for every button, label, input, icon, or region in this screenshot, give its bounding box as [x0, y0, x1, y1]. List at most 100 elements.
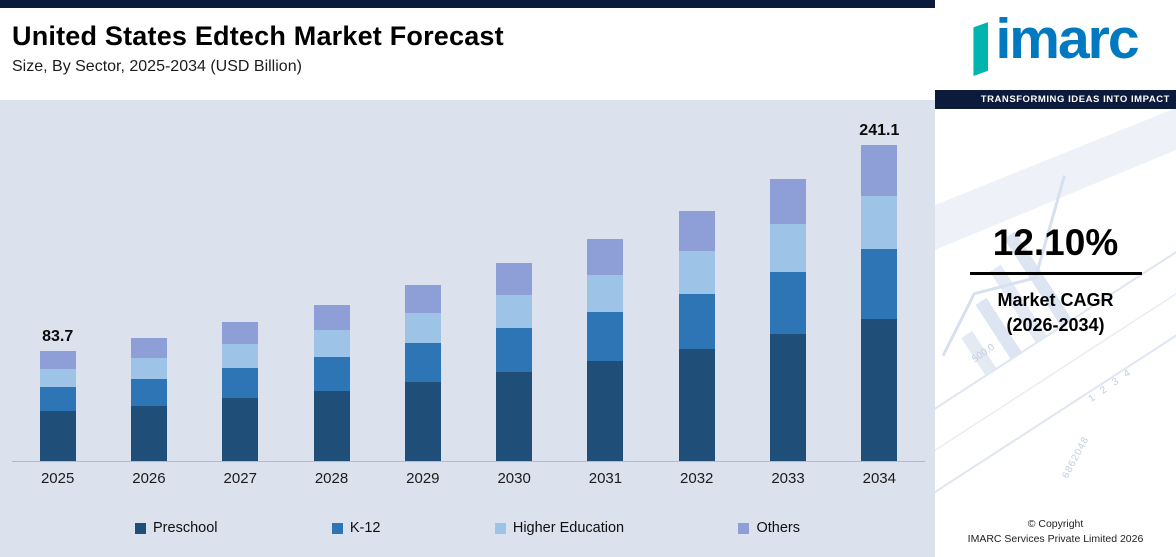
bar-segment-higher-education	[222, 344, 259, 368]
x-axis-label: 2031	[588, 470, 623, 487]
x-axis-label: 2029	[406, 470, 440, 487]
legend-item-preschool: Preschool	[135, 520, 217, 536]
chart-panel: United States Edtech Market Forecast Siz…	[0, 0, 935, 557]
x-axis-label: 2025	[40, 470, 75, 487]
bar-segment-preschool	[39, 411, 76, 461]
x-axis-label: 2033	[771, 470, 805, 487]
bar-segment-others	[313, 305, 350, 331]
legend-swatch-icon	[135, 522, 146, 534]
stacked-bar	[587, 239, 624, 461]
bar-segment-higher-education	[770, 224, 807, 272]
chart-title: United States Edtech Market Forecast	[12, 21, 504, 51]
chart-header: United States Edtech Market Forecast Siz…	[0, 8, 935, 100]
legend-label: K-12	[349, 520, 381, 536]
sidebar: 500.0 1 2 3 4 6862048 imarc TRANSFORMING…	[935, 0, 1176, 557]
stacked-bar	[496, 263, 533, 461]
imarc-logo: imarc	[935, 7, 1176, 76]
bar-column: 2032	[651, 114, 742, 487]
bar-segment-others	[222, 322, 259, 345]
x-axis-label: 2032	[680, 470, 714, 487]
bar-segment-k-12	[404, 343, 441, 382]
legend-swatch-icon	[331, 522, 343, 534]
cagr-value: 12.10%	[992, 222, 1119, 263]
bar-segment-others	[404, 285, 441, 314]
bar-column: 2033	[742, 114, 833, 487]
bar-segment-others	[39, 351, 76, 369]
bar-segment-higher-education	[313, 330, 350, 357]
bar-segment-others	[678, 211, 715, 251]
bar-column: 2029	[377, 114, 468, 487]
x-axis-label: 2034	[862, 470, 896, 487]
bar-segment-others	[770, 179, 807, 225]
bar-segment-preschool	[587, 361, 624, 461]
bar-segment-others	[861, 145, 898, 196]
bar-segment-preschool	[130, 405, 167, 461]
bar-segment-higher-education	[404, 313, 441, 344]
cagr-label-line2: (2026-2034)	[1006, 315, 1105, 336]
stacked-bar	[130, 338, 167, 461]
chart-area: 83.7 2025 2026 2027 2028 2029 2030 2031 2032 2033…	[0, 100, 935, 557]
copyright-line2: IMARC Services Private Limited 2026	[967, 533, 1144, 546]
bar-segment-k-12	[587, 312, 624, 362]
bar-total-label: 241.1	[859, 122, 900, 139]
bar-segment-preschool	[861, 318, 898, 461]
bar-segment-k-12	[678, 293, 715, 349]
legend: Preschool K-12 Higher Education Others	[135, 520, 800, 536]
bar-column: 83.7 2025	[12, 114, 103, 487]
bar-segment-others	[496, 263, 533, 295]
bar-segment-preschool	[770, 334, 807, 461]
bar-segment-preschool	[222, 398, 259, 461]
bar-segment-preschool	[313, 390, 350, 461]
stacked-bar	[39, 351, 76, 461]
bar-column: 2031	[560, 114, 651, 487]
x-axis-label: 2028	[314, 470, 349, 487]
chart-subtitle: Size, By Sector, 2025-2034 (USD Billion)	[12, 58, 302, 75]
stacked-bar	[404, 285, 441, 461]
bar-segment-higher-education	[861, 195, 898, 250]
legend-item-others: Others	[738, 520, 800, 536]
x-axis-label: 2027	[223, 470, 257, 487]
bar-segment-higher-education	[496, 294, 533, 329]
tagline-banner: TRANSFORMING IDEAS INTO IMPACT	[935, 90, 1176, 109]
bar-column: 241.1 2034	[834, 114, 925, 487]
bar-segment-k-12	[39, 387, 76, 412]
stacked-bar	[861, 145, 898, 461]
bar-column: 2028	[286, 114, 377, 487]
bar-segment-k-12	[861, 249, 898, 319]
legend-swatch-icon	[738, 522, 750, 534]
bar-segment-higher-education	[678, 250, 715, 294]
bar-segment-preschool	[496, 371, 533, 461]
bar-segment-preschool	[678, 348, 715, 461]
x-axis-label: 2030	[497, 470, 531, 487]
bar-segment-k-12	[496, 328, 533, 372]
copyright-line1: © Copyright	[1027, 517, 1084, 530]
bar-total-label: 83.7	[42, 328, 74, 345]
cagr-block: 12.10% Market CAGR (2026-2034)	[935, 222, 1176, 338]
bar-segment-k-12	[130, 378, 167, 406]
stacked-bar	[222, 322, 259, 461]
legend-item-higher-education: Higher Education	[494, 520, 625, 536]
bars: 83.7 2025 2026 2027 2028 2029 2030 2031 2032 2033…	[12, 114, 925, 487]
x-axis-label: 2026	[132, 470, 166, 487]
bar-segment-k-12	[222, 367, 259, 399]
bar-segment-higher-education	[39, 368, 76, 388]
bar-column: 2027	[195, 114, 286, 487]
stacked-bar	[678, 211, 715, 461]
legend-item-k-12: K-12	[331, 520, 381, 536]
stacked-bar	[313, 305, 350, 461]
stacked-bar	[770, 179, 807, 461]
legend-label: Higher Education	[512, 520, 625, 536]
bar-segment-others	[587, 239, 624, 275]
top-accent-strip	[0, 0, 935, 8]
decorative-chart-graphics	[935, 108, 1176, 498]
legend-swatch-icon	[494, 522, 506, 534]
cagr-underline	[969, 272, 1142, 275]
bar-column: 2026	[103, 114, 194, 487]
bar-segment-others	[130, 338, 167, 358]
legend-label: Others	[756, 520, 800, 536]
imarc-logo-text: imarc	[995, 7, 1139, 71]
imarc-logo-mark-icon	[973, 22, 989, 76]
bar-segment-higher-education	[130, 357, 167, 379]
cagr-label-line1: Market CAGR	[997, 290, 1114, 310]
